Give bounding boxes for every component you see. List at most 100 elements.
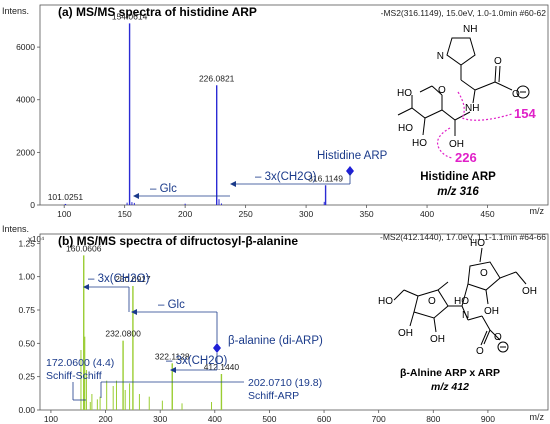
bond (467, 315, 483, 321)
atom-label: O (494, 56, 502, 67)
bond (461, 305, 469, 321)
carboxylate-charge (497, 341, 509, 353)
x-tick-label: 450 (480, 209, 494, 219)
bond (479, 247, 483, 263)
sugar-chain (397, 107, 471, 121)
x-tick-label: 250 (239, 209, 253, 219)
loss-ch2o-label-a: – 3x(CH2O) (255, 171, 317, 183)
atom-label: OH (398, 328, 413, 339)
atom-label: O (438, 85, 446, 96)
bond (474, 81, 496, 91)
x-tick-label: 900 (481, 414, 495, 424)
y-tick-label: 2000 (16, 147, 35, 157)
y-tick-label: 1.00 (18, 272, 35, 282)
bond (494, 65, 497, 83)
bond (437, 281, 449, 291)
bond (481, 315, 491, 331)
atom-label: NH (465, 103, 479, 114)
fragment-154-cut (457, 91, 513, 121)
atom-label: O (480, 268, 488, 279)
loss-ch2o-label-b1: – 3x(CH2O) (88, 273, 150, 285)
panel-b-ylabel: Intens. (2, 224, 29, 234)
bond (403, 289, 419, 297)
panel-b-ticks: 100 200 300 400 500 600 700 800 900 0.00 0.25 0.50 0… (18, 238, 495, 424)
x-tick-label: 200 (98, 414, 112, 424)
x-tick-label: 800 (426, 414, 440, 424)
precursor-label-b: β-alanine (di-ARP) (228, 335, 323, 347)
atom-label: OH (449, 139, 464, 150)
atom-label: O (494, 332, 502, 343)
bond (499, 271, 517, 279)
di-arp-structure (393, 247, 527, 353)
peak-label: 154.0614 (112, 11, 148, 21)
panel-a-ticks: 100 150 200 250 300 350 400 450 0 2000 4000 6000 (16, 42, 495, 219)
panel-b-annotations: β-alanine (di-ARP) – 3x(CH2O) – Glc – 3x… (46, 273, 323, 402)
panel-b-multiplier: x10⁴ (28, 235, 45, 244)
atom-label: O (428, 296, 436, 307)
panel-a-frame (39, 4, 549, 206)
atom-label: HO (378, 296, 393, 307)
loss-glc-label-a: – Glc (150, 183, 177, 195)
panel-a-annotations: Histidine ARP – 3x(CH2O) – Glc (133, 150, 388, 199)
atom-label: OH (522, 286, 537, 297)
structure-a-name: Histidine ARP (420, 171, 496, 183)
panel-b-title: (b) MS/MS spectra of difructosyl-β-alani… (58, 234, 298, 248)
histidine-arp-structure (397, 37, 530, 136)
schiff-schiff-label: Schiff-Schiff (46, 370, 102, 382)
x-tick-label: 600 (317, 414, 331, 424)
bond (485, 289, 489, 305)
precursor-marker (213, 343, 221, 353)
panel-a-peaks (64, 23, 327, 205)
x-tick-label: 350 (359, 209, 373, 219)
panel-a-scan-info: -MS2(316.1149), 15.0eV, 1.0-1.0min #60-6… (381, 8, 547, 18)
x-tick-label: 100 (44, 414, 58, 424)
x-tick-label: 700 (372, 414, 386, 424)
y-tick-label: 0.75 (18, 305, 35, 315)
panel-b-xlabel: m/z (530, 412, 545, 422)
arrowhead (230, 181, 236, 187)
bond (472, 89, 476, 104)
bond (515, 271, 527, 285)
structure-b-name: β-Alnine ARP x ARP (400, 367, 500, 379)
x-tick-label: 300 (299, 209, 313, 219)
y-tick-label: 0.00 (18, 405, 35, 415)
atom-label: HO (398, 123, 413, 134)
upper-furanose-ring (467, 261, 501, 291)
atom-label: HO (412, 138, 427, 149)
atom-label: HO (454, 296, 469, 307)
atom-label: N (462, 310, 469, 321)
atom-label: HO (470, 238, 485, 249)
structure-b-mz: m/z 412 (431, 381, 469, 393)
panel-b-peak-labels: 160.0606 232.0800 250.0917 322.1128 412.1440 (66, 243, 239, 372)
fragment-226-label: 226 (455, 150, 477, 165)
imidazole-ring (446, 37, 476, 66)
panel-a-peak-labels: 101.0251 154.0614 226.0821 316.1149 (48, 11, 344, 202)
carboxylate-charge (516, 85, 530, 99)
atom-label: HO (397, 88, 412, 99)
x-tick-label: 150 (118, 209, 132, 219)
loss-glc-label-b: – Glc (158, 299, 185, 311)
y-tick-label: 4000 (16, 95, 35, 105)
arrowhead (131, 309, 137, 315)
atom-label: O (476, 346, 484, 357)
loss-ch2o-label-b2: – 3x(CH2O) (166, 355, 228, 367)
bond (489, 329, 501, 341)
fragment-154-label: 154 (514, 106, 536, 121)
bond (494, 81, 513, 91)
bond (431, 85, 443, 96)
panel-a: Intens. (a) MS/MS spectra of histidine A… (2, 4, 549, 219)
x-tick-label: 400 (208, 414, 222, 424)
panel-b-frame (39, 233, 549, 411)
precursor-label-a: Histidine ARP (317, 150, 388, 162)
peak-label: 316.1149 (308, 173, 343, 183)
peak-label: 322.1128 (155, 351, 190, 361)
structure-a-mz: m/z 316 (437, 186, 479, 198)
bond (460, 79, 476, 91)
x-tick-label: 500 (262, 414, 276, 424)
peak-label: 412.1440 (204, 362, 240, 372)
bond (480, 330, 488, 346)
peak-label: 226.0821 (199, 73, 235, 83)
di-arp-atoms: HO O OH OH HO O N HO OH OH O O (378, 238, 537, 357)
y-tick-label: 0.50 (18, 338, 35, 348)
